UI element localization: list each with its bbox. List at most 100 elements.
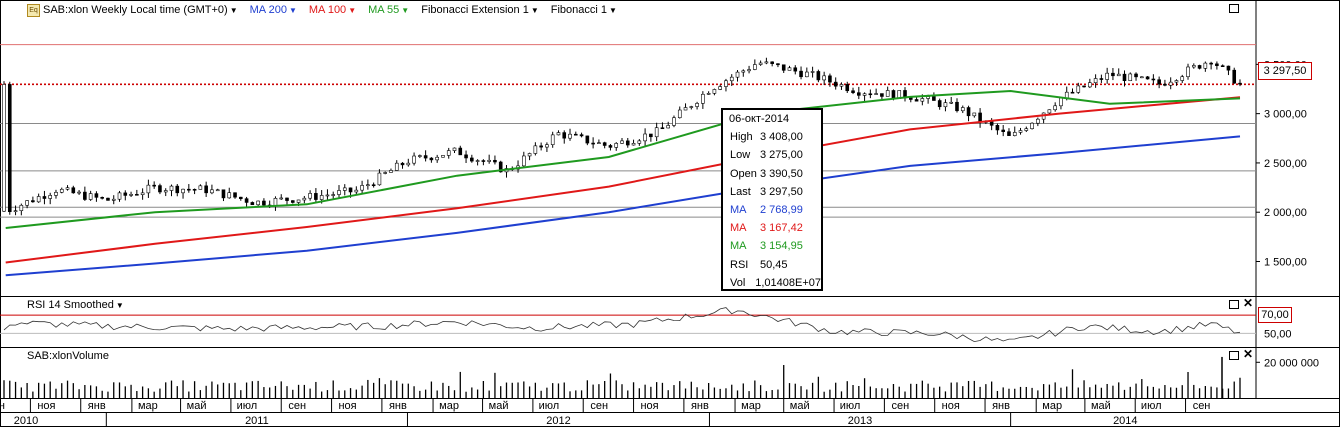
tooltip-row-open: Open 3 390,50 xyxy=(723,165,821,183)
candle-body xyxy=(695,103,699,107)
candle-body xyxy=(493,159,497,163)
candle-body xyxy=(666,125,671,129)
candle-body xyxy=(654,127,659,138)
volume-axis-label: 20 000 000 xyxy=(1264,357,1319,369)
month-label: янв xyxy=(992,400,1010,412)
tooltip-key: Vol xyxy=(730,276,746,289)
candle-body xyxy=(805,71,809,78)
indicator-ma55-label: MA 55 xyxy=(368,4,400,16)
tooltip-value: 1,01408E+07 xyxy=(755,276,821,289)
candle-body xyxy=(1203,62,1208,69)
candle-body xyxy=(1007,131,1011,136)
candle-body xyxy=(781,64,786,71)
candle-body xyxy=(383,172,387,174)
candle-body xyxy=(475,160,480,162)
candle-body xyxy=(187,188,191,191)
candle-body xyxy=(776,63,780,66)
candle-body xyxy=(48,195,53,199)
month-label: ноя xyxy=(640,400,658,412)
year-label: 2013 xyxy=(848,415,872,427)
tooltip-row-low: Low 3 275,00 xyxy=(723,146,821,164)
equity-icon[interactable]: Eq xyxy=(27,3,40,17)
close-volume-pane-button[interactable]: ✕ xyxy=(1243,348,1253,360)
candle-body xyxy=(59,188,64,193)
candle-body xyxy=(550,134,555,145)
candle-body xyxy=(331,194,336,196)
candle-body xyxy=(764,61,769,64)
tooltip-date: 06-окт-2014 xyxy=(729,113,790,126)
dropdown-caret-icon: ▼ xyxy=(530,5,539,15)
month-label: янв xyxy=(691,400,709,412)
candle-body xyxy=(354,189,359,193)
candle-body xyxy=(631,143,636,146)
candle-body xyxy=(256,200,260,206)
candle-body xyxy=(937,100,942,108)
maximize-volume-pane-button[interactable] xyxy=(1229,351,1239,361)
dropdown-caret-icon: ▼ xyxy=(401,5,410,15)
instrument-title[interactable]: SAB:xlon Weekly Local time (GMT+0) ▼ xyxy=(43,4,238,16)
candle-body xyxy=(1064,91,1069,99)
indicator-ma100[interactable]: MA 100 ▼ xyxy=(309,4,356,16)
indicator-fib-extension[interactable]: Fibonacci Extension 1 ▼ xyxy=(421,4,539,16)
month-label: май xyxy=(1091,400,1111,412)
candle-body xyxy=(1174,80,1179,83)
indicator-ma200[interactable]: MA 200 ▼ xyxy=(250,4,297,16)
rsi-axis-label: 50,00 xyxy=(1264,328,1292,340)
candle-body xyxy=(169,185,174,191)
candle-body xyxy=(741,70,746,73)
candle-body xyxy=(545,144,549,148)
candle-body xyxy=(1157,79,1161,85)
candle-body xyxy=(747,69,751,72)
indicator-ma55[interactable]: MA 55 ▼ xyxy=(368,4,409,16)
indicator-ma200-label: MA 200 xyxy=(249,4,287,16)
candle-body xyxy=(683,107,688,111)
series-ma-55 xyxy=(5,89,1241,229)
candle-body xyxy=(1128,73,1133,82)
candle-body xyxy=(337,190,341,195)
candle-body xyxy=(591,142,595,145)
tooltip-value: 50,45 xyxy=(760,258,788,271)
candle-body xyxy=(100,197,104,199)
candle-body xyxy=(296,199,301,203)
volume-pane-title[interactable]: SAB:xlonVolume xyxy=(27,350,109,362)
candle-body xyxy=(452,147,457,151)
indicator-fibonacci[interactable]: Fibonacci 1 ▼ xyxy=(551,4,617,16)
candle-body xyxy=(1088,82,1092,88)
candle-body xyxy=(36,196,41,203)
candle-body xyxy=(701,93,705,104)
candle-body xyxy=(845,84,850,92)
candle-body xyxy=(1145,76,1150,80)
maximize-price-pane-button[interactable] xyxy=(1229,4,1239,14)
candle-body xyxy=(389,170,393,173)
candle-body xyxy=(579,134,584,137)
candle-body xyxy=(614,143,619,148)
month-label: июл xyxy=(840,400,861,412)
month-label: мар xyxy=(741,400,761,412)
candle-body xyxy=(42,196,47,199)
candle-body xyxy=(464,154,468,159)
candle-body xyxy=(822,75,826,81)
candle-body xyxy=(914,99,919,102)
close-rsi-pane-button[interactable]: ✕ xyxy=(1243,297,1253,309)
candle-body xyxy=(83,191,87,200)
month-label: сен xyxy=(1193,400,1211,412)
year-label: 2014 xyxy=(1113,415,1137,427)
candle-body xyxy=(71,187,76,194)
candle-body xyxy=(412,155,416,164)
rsi-pane-title[interactable]: RSI 14 Smoothed ▼ xyxy=(27,299,124,311)
month-label: ноя xyxy=(338,400,356,412)
candle-body xyxy=(608,145,613,148)
candle-body xyxy=(568,133,572,139)
candle-body xyxy=(753,64,757,70)
tooltip-key: Open xyxy=(730,167,757,180)
candle-body xyxy=(400,162,405,166)
candle-body xyxy=(1180,76,1185,81)
month-label: сен xyxy=(892,400,910,412)
candle-body xyxy=(117,192,122,200)
maximize-rsi-pane-button[interactable] xyxy=(1229,300,1239,310)
candle-body xyxy=(1238,82,1242,85)
candle-body xyxy=(1226,65,1231,71)
candle-body xyxy=(1099,78,1104,80)
indicator-fib-extension-label: Fibonacci Extension 1 xyxy=(421,4,529,16)
